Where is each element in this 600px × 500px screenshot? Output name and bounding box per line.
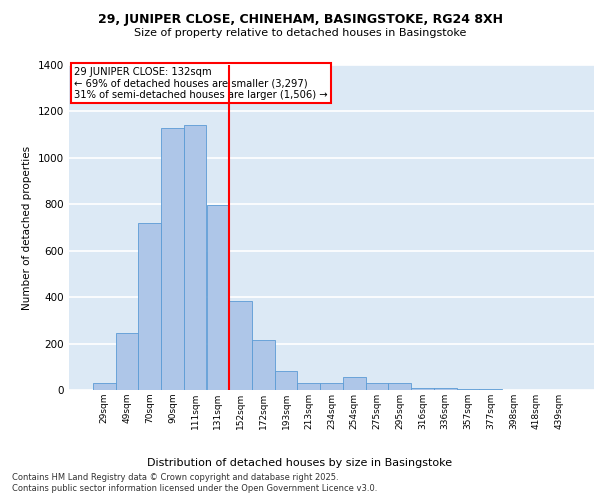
Bar — [252, 340, 275, 390]
Text: 29, JUNIPER CLOSE, CHINEHAM, BASINGSTOKE, RG24 8XH: 29, JUNIPER CLOSE, CHINEHAM, BASINGSTOKE… — [97, 12, 503, 26]
Bar — [320, 383, 343, 390]
Bar — [116, 333, 139, 390]
Text: Size of property relative to detached houses in Basingstoke: Size of property relative to detached ho… — [134, 28, 466, 38]
Bar — [139, 223, 161, 390]
Bar — [434, 388, 457, 390]
Y-axis label: Number of detached properties: Number of detached properties — [22, 146, 32, 310]
Bar — [457, 389, 479, 390]
Bar — [479, 389, 502, 390]
Text: Contains HM Land Registry data © Crown copyright and database right 2025.: Contains HM Land Registry data © Crown c… — [12, 472, 338, 482]
Bar — [184, 126, 206, 390]
Bar — [93, 383, 116, 390]
Bar — [206, 206, 229, 390]
Bar — [411, 388, 434, 390]
Text: Contains public sector information licensed under the Open Government Licence v3: Contains public sector information licen… — [12, 484, 377, 493]
Bar — [229, 300, 252, 390]
Bar — [365, 383, 388, 390]
Bar — [298, 383, 320, 390]
Text: 29 JUNIPER CLOSE: 132sqm
← 69% of detached houses are smaller (3,297)
31% of sem: 29 JUNIPER CLOSE: 132sqm ← 69% of detach… — [74, 66, 328, 100]
Bar — [343, 377, 365, 390]
Bar — [388, 383, 411, 390]
Text: Distribution of detached houses by size in Basingstoke: Distribution of detached houses by size … — [148, 458, 452, 468]
Bar — [275, 372, 298, 390]
Bar — [161, 128, 184, 390]
